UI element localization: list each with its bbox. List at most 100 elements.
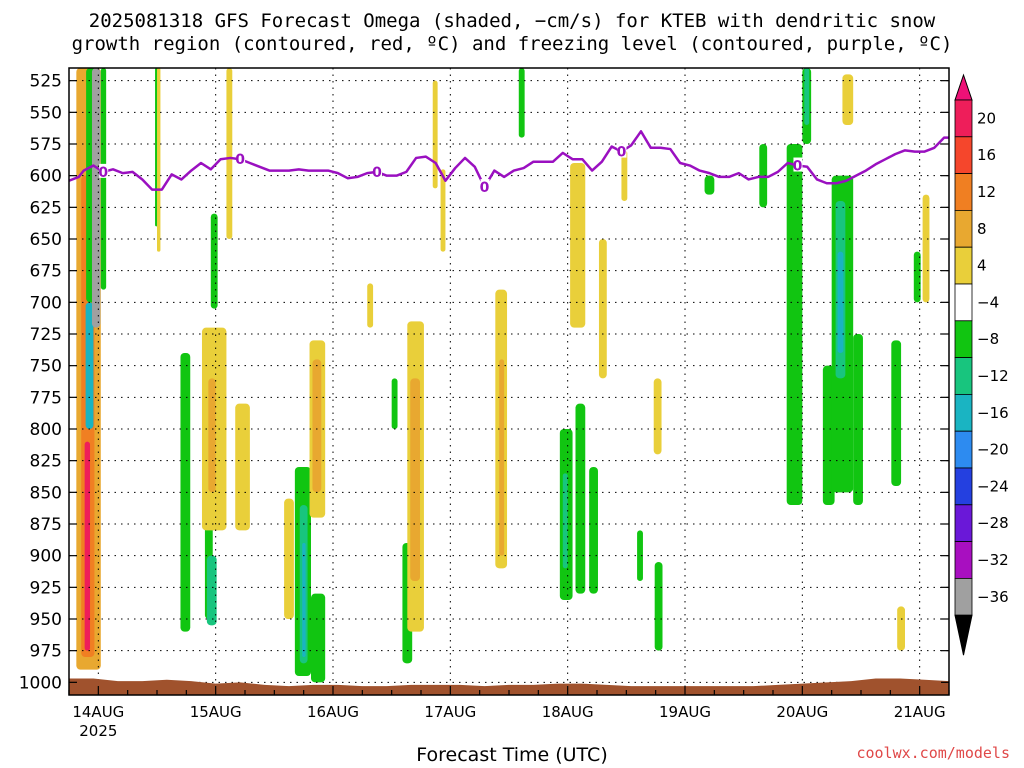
y-tick-label-725: 725 — [30, 325, 62, 345]
y-tick-label-575: 575 — [30, 135, 62, 155]
omega-region-13 — [208, 378, 216, 493]
colorbar-label-7: −12 — [977, 367, 1009, 385]
x-tick-label-18AUG: 18AUG — [542, 703, 594, 721]
freezing-level-label-5: 0 — [793, 159, 803, 175]
omega-region-42 — [654, 562, 663, 651]
y-tick-label-925: 925 — [30, 578, 62, 598]
y-tick-label-650: 650 — [30, 230, 62, 250]
omega-region-54 — [853, 334, 863, 505]
omega-region-57 — [922, 194, 930, 303]
freezing-label-bg — [793, 157, 803, 172]
omega-region-53 — [842, 74, 854, 125]
y-tick-label-850: 850 — [30, 483, 62, 503]
x-tick-label-16AUG: 16AUG — [307, 703, 359, 721]
omega-region-33 — [518, 68, 525, 138]
omega-region-43 — [653, 378, 662, 455]
terrain-fill — [69, 678, 949, 695]
omega-shading — [76, 68, 930, 683]
colorbar-segment-12 — [954, 541, 973, 579]
colorbar-label-6: −8 — [977, 330, 999, 348]
x-tick-label-14AUG: 14AUG — [72, 703, 124, 721]
freezing-label-bg — [236, 151, 246, 166]
x-tick-label-20AUG: 20AUG — [776, 703, 828, 721]
x-tick-label-21AUG: 21AUG — [894, 703, 946, 721]
x-tick-label-17AUG: 17AUG — [424, 703, 476, 721]
y-tick-label-1000: 1000 — [19, 673, 62, 693]
colorbar-segment-13 — [954, 578, 973, 616]
omega-region-49 — [822, 365, 835, 505]
colorbar-label-12: −32 — [977, 551, 1009, 569]
freezing-level-line — [69, 130, 949, 191]
freezing-label-bg — [480, 179, 490, 194]
chart-title-line-1: 2025081318 GFS Forecast Omega (shaded, −… — [88, 10, 936, 32]
y-tick-label-800: 800 — [30, 420, 62, 440]
freezing-label-bg — [373, 163, 382, 178]
omega-region-15 — [226, 68, 233, 239]
colorbar-segment-6 — [954, 320, 973, 358]
omega-region-24 — [367, 283, 374, 328]
colorbar-segment-1 — [954, 136, 973, 175]
freezing-level: 0 0 0 0 0 0 — [69, 130, 949, 196]
omega-region-25 — [391, 378, 398, 429]
colorbar-label-9: −20 — [977, 441, 1009, 459]
y-tick-label-625: 625 — [30, 198, 62, 218]
omega-region-30 — [440, 169, 446, 252]
colorbar-segment-5 — [954, 283, 973, 322]
x-tick-sublabel: 2025 — [79, 722, 117, 740]
omega-region-40 — [621, 150, 628, 201]
colorbar-segment-8 — [954, 393, 973, 432]
omega-region-23 — [312, 359, 322, 493]
colorbar-label-8: −16 — [977, 404, 1009, 422]
colorbar-segment-7 — [954, 357, 973, 395]
omega-region-20 — [311, 593, 326, 683]
omega-region-32 — [499, 359, 505, 556]
freezing-level-label-1: 0 — [235, 152, 245, 168]
colorbar-segment-3 — [954, 209, 973, 248]
x-axis-label: Forecast Time (UTC) — [416, 744, 608, 766]
chart-title-line-2: growth region (contoured, red, ºC) and f… — [71, 33, 953, 55]
freezing-label-bg — [617, 143, 627, 158]
y-tick-label-950: 950 — [30, 610, 62, 630]
omega-region-8 — [157, 68, 161, 252]
y-axis: 525 550 575 600 625 650 675 700 725 750 775 800 825 8… — [19, 72, 949, 693]
colorbar-label-1: 16 — [977, 146, 996, 164]
colorbar-label-5: −4 — [977, 293, 999, 311]
colorbar-top-arrow — [954, 73, 973, 101]
x-tick-label-15AUG: 15AUG — [190, 703, 242, 721]
omega-region-58 — [897, 606, 905, 651]
colorbar-segment-0 — [954, 99, 973, 138]
colorbar-label-0: 20 — [977, 109, 996, 127]
freezing-level-label-2: 0 — [372, 165, 382, 181]
colorbar-segment-2 — [954, 173, 973, 211]
colorbar-label-13: −36 — [977, 588, 1009, 606]
y-tick-label-550: 550 — [30, 103, 62, 123]
y-tick-label-900: 900 — [30, 547, 62, 567]
omega-region-52 — [837, 251, 844, 353]
colorbar-label-10: −24 — [977, 477, 1009, 495]
colorbar: 20 16 12 8 4 −4 −8 −12 −16 −20 −24 −28 −32 −36 — [954, 73, 1009, 656]
credit-link[interactable]: coolwx.com/models — [856, 744, 1010, 762]
omega-region-21 — [284, 498, 294, 619]
freezing-level-label-0: 0 — [98, 165, 108, 181]
colorbar-label-4: 4 — [977, 257, 987, 275]
omega-region-35 — [562, 473, 568, 569]
omega-region-36 — [570, 163, 586, 328]
omega-region-46 — [786, 144, 803, 505]
omega-region-38 — [589, 467, 598, 594]
freezing-level-label-3: 0 — [480, 180, 490, 196]
y-tick-label-750: 750 — [30, 357, 62, 377]
omega-region-11 — [206, 555, 217, 626]
y-tick-label-975: 975 — [30, 642, 62, 662]
omega-region-37 — [575, 403, 586, 594]
omega-region-45 — [759, 144, 768, 208]
colorbar-segment-11 — [954, 504, 973, 542]
y-tick-label-825: 825 — [30, 452, 62, 472]
omega-region-9 — [180, 353, 191, 632]
freezing-level-label-4: 0 — [617, 145, 627, 161]
colorbar-segment-9 — [954, 430, 973, 469]
omega-region-6 — [100, 68, 107, 290]
omega-region-56 — [913, 251, 921, 303]
colorbar-label-2: 12 — [977, 183, 996, 201]
